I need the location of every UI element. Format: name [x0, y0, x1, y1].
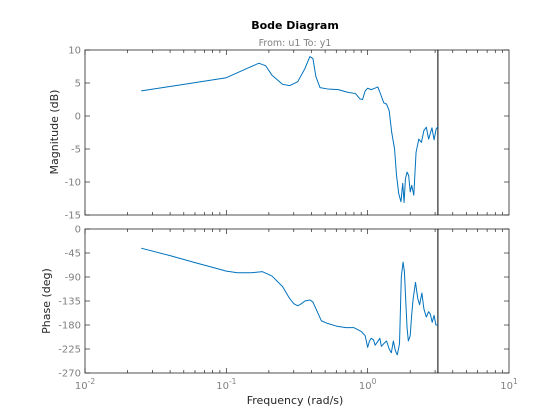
magnitude-y-tick-label: 0 [75, 112, 81, 123]
phase-y-tick-label: -225 [58, 345, 81, 356]
magnitude-y-tick-label: 10 [68, 46, 81, 57]
chart-subtitle: From: u1 To: y1 [259, 38, 332, 49]
magnitude-series-line [141, 56, 439, 203]
magnitude-y-tick-label: -15 [65, 211, 81, 222]
phase-panel: -270 -225 -180 -135 -90 -45 0 10-2 10-1 100 101 [58, 225, 518, 393]
magnitude-y-tick-label: -5 [71, 145, 81, 156]
magnitude-axis-label: Magnitude (dB) [48, 90, 61, 175]
phase-y-tick-label: -180 [58, 321, 81, 332]
magnitude-axes-frame [84, 49, 510, 216]
phase-y-tick-label: -135 [58, 297, 81, 308]
phase-y-tick-label: -270 [58, 369, 81, 380]
phase-axis-label: Phase (deg) [40, 268, 53, 334]
x-tick-label: 101 [500, 377, 518, 392]
phase-y-tick-label: -90 [65, 273, 81, 284]
magnitude-panel: -15 -10 -5 0 5 10 [65, 46, 510, 222]
magnitude-y-tick-label: -10 [65, 178, 81, 189]
phase-y-tick-label: -45 [65, 249, 81, 260]
phase-series-line [141, 247, 438, 356]
magnitude-y-tick-label: 5 [75, 79, 81, 90]
magnitude-plot-area [85, 50, 509, 215]
x-tick-label: 10-1 [216, 377, 236, 392]
x-tick-label: 100 [359, 377, 377, 392]
frequency-axis-label: Frequency (rad/s) [247, 394, 344, 407]
chart-title: Bode Diagram [251, 19, 339, 32]
x-tick-label: 10-2 [75, 377, 95, 392]
phase-y-tick-label: 0 [75, 225, 81, 236]
phase-axes-frame [84, 228, 510, 374]
